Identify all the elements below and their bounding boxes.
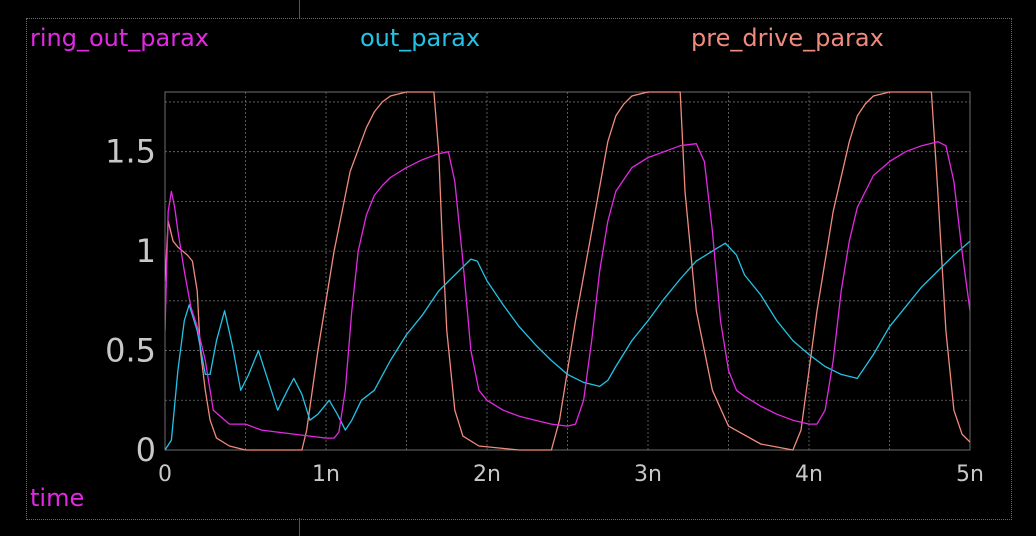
x-tick-label: 4n	[795, 462, 823, 487]
legend-out-parax[interactable]: out_parax	[360, 24, 481, 52]
x-tick-label: 1n	[312, 462, 340, 487]
x-tick-label: 5n	[956, 462, 984, 487]
x-tick-label: 3n	[634, 462, 662, 487]
series-line-ring-out-parax	[165, 141, 970, 439]
legend-ring-out-parax[interactable]: ring_out_parax	[30, 24, 210, 52]
series-line-out-parax	[165, 240, 970, 451]
y-tick-label: 0.5	[105, 332, 156, 370]
x-axis-label: time	[30, 484, 85, 512]
y-tick-label: 1.5	[105, 133, 156, 171]
series-line-pre-drive-parax	[165, 91, 970, 451]
y-tick-label: 1	[136, 232, 156, 270]
top-divider-tick	[299, 0, 300, 18]
bottom-divider-tick	[299, 518, 300, 536]
legend-pre-drive-parax[interactable]: pre_drive_parax	[691, 24, 884, 52]
x-tick-label: 2n	[473, 462, 501, 487]
y-tick-label: 0	[136, 431, 156, 469]
x-tick-label: 0	[158, 462, 172, 487]
